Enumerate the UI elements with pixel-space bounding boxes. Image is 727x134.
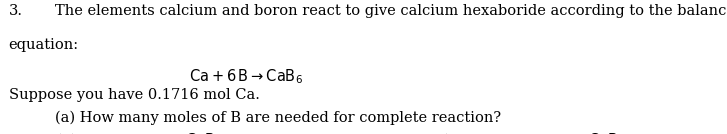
- Text: equation:: equation:: [9, 38, 79, 51]
- Text: The elements calcium and boron react to give calcium hexaboride according to the: The elements calcium and boron react to …: [55, 4, 727, 18]
- Text: Suppose you have 0.1716 mol Ca.: Suppose you have 0.1716 mol Ca.: [9, 88, 260, 102]
- Text: (a) How many moles of B are needed for complete reaction?: (a) How many moles of B are needed for c…: [55, 111, 501, 125]
- Text: (b) What mass of $\mathrm{CaB_6}$, in grams, can be produced? (The molar mass of: (b) What mass of $\mathrm{CaB_6}$, in gr…: [55, 131, 727, 134]
- Text: $\mathrm{Ca + 6\,B \rightarrow CaB_6}$: $\mathrm{Ca + 6\,B \rightarrow CaB_6}$: [189, 67, 303, 86]
- Text: 3.: 3.: [9, 4, 23, 18]
